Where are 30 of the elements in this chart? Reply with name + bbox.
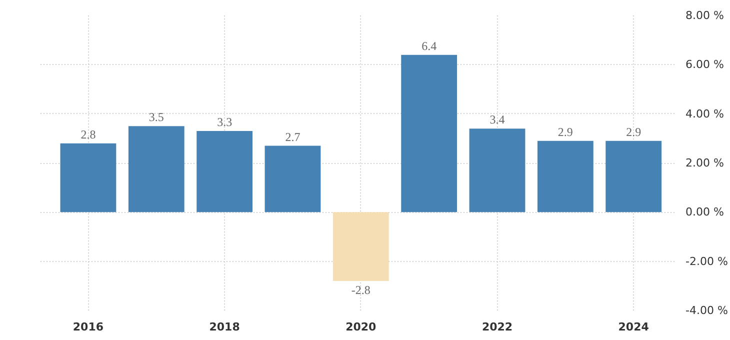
bar xyxy=(60,143,116,212)
x-tick-label: 2022 xyxy=(482,320,513,334)
bar xyxy=(606,140,662,212)
y-tick-label: 6.00 % xyxy=(686,58,724,72)
x-tick-label: 2020 xyxy=(346,320,377,334)
y-tick-label: 8.00 % xyxy=(686,9,724,22)
y-tick-label: -2.00 % xyxy=(686,254,728,268)
x-tick-label: 2024 xyxy=(618,320,650,334)
data-label: -2.8 xyxy=(351,283,370,297)
bar xyxy=(401,54,458,212)
data-label: 2.9 xyxy=(558,124,573,139)
bar xyxy=(469,128,526,212)
data-label: 6.4 xyxy=(422,38,437,53)
data-label: 3.4 xyxy=(490,112,505,127)
x-tick-label: 2016 xyxy=(72,320,104,334)
y-tick-label: 4.00 % xyxy=(686,107,724,120)
data-label: 2.8 xyxy=(80,127,96,142)
y-tick-label: -4.00 % xyxy=(686,304,728,317)
data-label: 2.7 xyxy=(285,130,300,144)
bar xyxy=(332,212,389,281)
data-label: 3.3 xyxy=(217,115,232,130)
bar xyxy=(196,131,253,212)
bar xyxy=(264,146,321,212)
y-tick-label: 0.00 % xyxy=(686,206,724,219)
data-label: 3.5 xyxy=(148,110,164,124)
data-label: 2.9 xyxy=(626,124,642,139)
bar xyxy=(128,126,184,212)
bar xyxy=(537,140,594,212)
y-tick-label: 2.00 % xyxy=(686,156,724,170)
x-tick-label: 2018 xyxy=(209,320,240,334)
